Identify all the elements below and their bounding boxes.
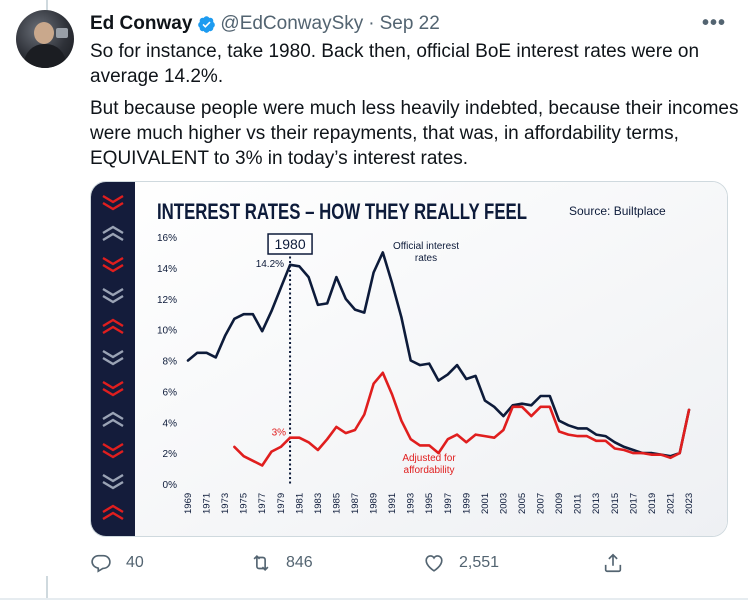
- heart-icon: [425, 555, 443, 572]
- x-tick-label: 1989: [369, 493, 380, 514]
- author-handle[interactable]: @EdConwaySky: [220, 13, 364, 34]
- chevron-icon: [102, 356, 124, 366]
- tweet-date[interactable]: Sep 22: [379, 13, 440, 34]
- separator-dot: ·: [368, 13, 375, 34]
- chevron-icon: [102, 263, 124, 273]
- series-label-official: Official interest rates: [393, 241, 459, 264]
- x-tick-label: 1999: [461, 493, 472, 514]
- chevron-icon: [102, 473, 124, 483]
- highlight-adjusted-value: 3%: [272, 428, 287, 439]
- reply-count: 40: [126, 554, 144, 571]
- x-tick-label: 1973: [220, 493, 231, 514]
- y-tick-label: 16%: [157, 233, 177, 244]
- chevron-icon: [102, 349, 124, 359]
- chart-title: INTEREST RATES – HOW THEY REALLY FEEL: [157, 199, 527, 224]
- chevron-icon: [102, 256, 124, 266]
- chevron-icon: [102, 411, 124, 421]
- reply-icon: [91, 554, 111, 573]
- chevron-icon: [102, 318, 124, 328]
- y-tick-label: 10%: [157, 326, 177, 337]
- chart-image[interactable]: INTEREST RATES – HOW THEY REALLY FEEL So…: [90, 181, 728, 537]
- x-tick-label: 2011: [573, 494, 584, 514]
- share-icon: [604, 553, 622, 573]
- chevron-icon: [102, 225, 124, 235]
- y-tick-label: 4%: [163, 418, 178, 429]
- highlight-year-label: 1980: [274, 236, 305, 252]
- x-tick-label: 1985: [331, 493, 342, 514]
- tweet-paragraph: But because people were much less heavil…: [90, 98, 739, 169]
- x-tick-label: 1971: [202, 493, 213, 514]
- x-tick-label: 1975: [239, 493, 250, 514]
- tweet-header: Ed Conway @EdConwaySky · Sep 22: [90, 12, 440, 36]
- sidebar-panel: [91, 182, 135, 536]
- y-tick-label: 6%: [163, 387, 178, 398]
- chevron-icon: [102, 201, 124, 211]
- x-tick-label: 2003: [498, 493, 509, 514]
- x-tick-label: 2017: [628, 493, 639, 514]
- y-tick-label: 8%: [163, 357, 178, 368]
- x-tick-label: 2021: [665, 493, 676, 514]
- x-tick-label: 1997: [443, 493, 454, 514]
- x-tick-label: 2005: [517, 493, 528, 514]
- x-tick-label: 1987: [350, 493, 361, 514]
- retweet-button[interactable]: 846: [250, 552, 313, 574]
- avatar[interactable]: [16, 10, 74, 68]
- x-tick-label: 1995: [424, 493, 435, 514]
- y-tick-label: 0%: [163, 480, 178, 491]
- chevron-icon: [102, 511, 124, 521]
- x-tick-label: 1993: [406, 493, 417, 514]
- chevron-icon: [102, 504, 124, 514]
- highlight-year-box: [267, 233, 313, 255]
- chevron-sidebar: [91, 182, 135, 536]
- chevron-icon: [102, 325, 124, 335]
- chevron-icon: [102, 449, 124, 459]
- x-tick-label: 1981: [294, 493, 305, 514]
- retweet-count: 846: [286, 554, 313, 571]
- x-tick-label: 1979: [276, 493, 287, 514]
- chevron-icon: [102, 418, 124, 428]
- x-tick-label: 1983: [313, 493, 324, 514]
- action-bar: 40 846 2,551: [90, 552, 650, 582]
- x-tick-label: 2019: [647, 493, 658, 514]
- retweet-icon: [253, 554, 269, 572]
- tweet-text: So for instance, take 1980. Back then, o…: [90, 39, 740, 178]
- adjusted-rate-line: [233, 371, 691, 467]
- official-rate-line: [186, 251, 691, 458]
- share-button[interactable]: [602, 552, 638, 574]
- verified-badge-icon: [198, 15, 216, 33]
- x-tick-label: 2009: [554, 493, 565, 514]
- x-tick-label: 1969: [183, 493, 194, 514]
- tweet-divider: [0, 598, 748, 600]
- chevron-icon: [102, 387, 124, 397]
- interest-rates-chart: INTEREST RATES – HOW THEY REALLY FEEL So…: [91, 182, 727, 536]
- x-tick-label: 2001: [480, 493, 491, 514]
- like-button[interactable]: 2,551: [423, 552, 499, 574]
- chevron-icon: [102, 232, 124, 242]
- x-tick-label: 1977: [257, 493, 268, 514]
- y-tick-label: 14%: [157, 264, 177, 275]
- chevron-icon: [102, 194, 124, 204]
- y-tick-label: 2%: [163, 449, 178, 460]
- x-tick-label: 1991: [387, 493, 398, 514]
- series-label-adjusted: Adjusted for affordability: [402, 453, 456, 476]
- more-icon[interactable]: •••: [702, 12, 727, 34]
- x-tick-label: 2013: [591, 493, 602, 514]
- author-name[interactable]: Ed Conway: [90, 13, 193, 34]
- chart-source: Source: Builtplace: [569, 204, 666, 218]
- x-tick-label: 2015: [610, 493, 621, 514]
- reply-button[interactable]: 40: [90, 552, 144, 574]
- chevron-icon: [102, 294, 124, 304]
- chevron-icon: [102, 480, 124, 490]
- chevron-icon: [102, 287, 124, 297]
- thread-line-bottom: [46, 576, 48, 600]
- x-tick-label: 2007: [536, 493, 547, 514]
- y-tick-label: 12%: [157, 295, 177, 306]
- chevron-icon: [102, 442, 124, 452]
- tweet-paragraph: So for instance, take 1980. Back then, o…: [90, 41, 700, 87]
- chevron-icon: [102, 380, 124, 390]
- x-tick-label: 2023: [684, 493, 695, 514]
- thread-line-top: [46, 0, 48, 18]
- like-count: 2,551: [459, 554, 500, 571]
- highlight-official-value: 14.2%: [256, 259, 284, 270]
